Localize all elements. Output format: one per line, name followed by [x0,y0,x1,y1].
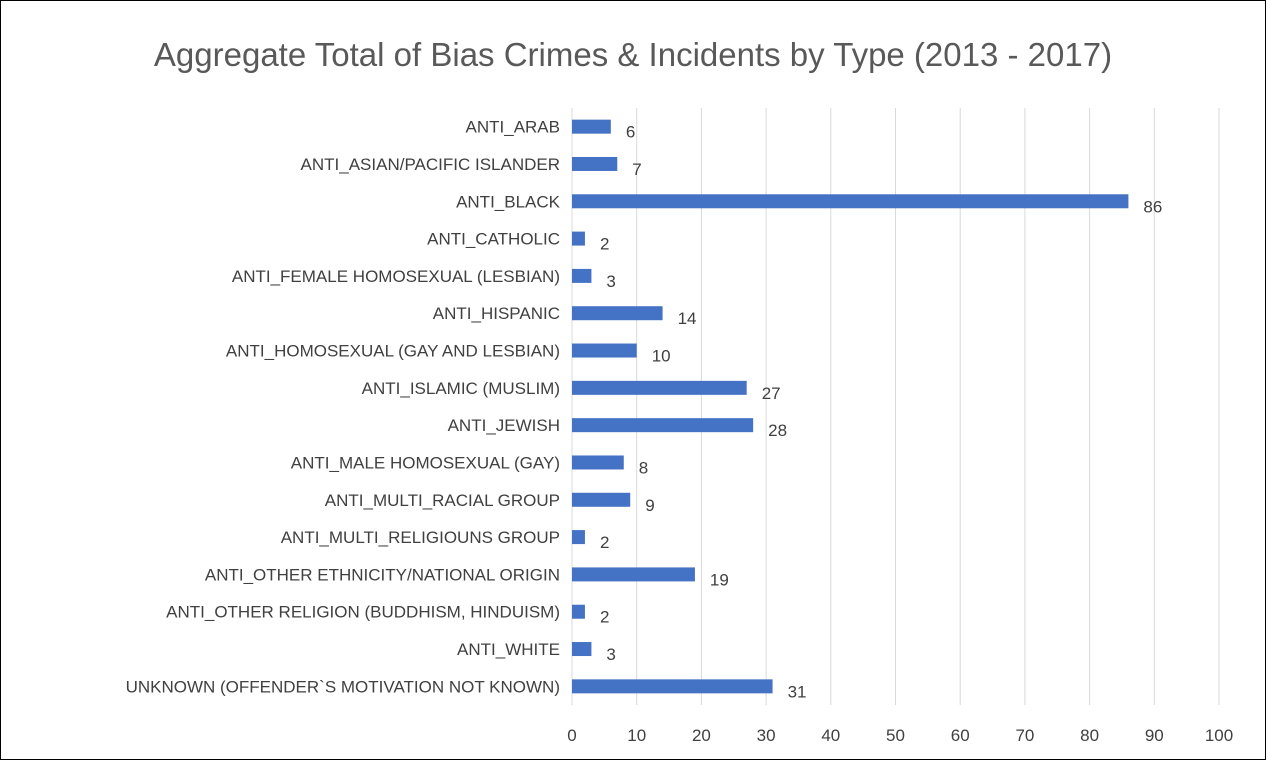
data-label: 7 [632,160,641,179]
bar [572,156,618,171]
data-label: 3 [606,272,615,291]
data-label: 10 [652,347,671,366]
category-label: ANTI_ISLAMIC (MUSLIM) [362,379,560,398]
data-labels: 6 7 86 2 3 14 10 27 28 8 9 2 19 2 3 31 [600,123,1162,702]
data-label: 2 [600,235,609,254]
bar [572,679,773,694]
bar [572,492,631,507]
data-label: 9 [645,496,654,515]
bar [572,119,611,134]
x-tick-label: 50 [886,726,905,745]
category-label: ANTI_ASIAN/PACIFIC ISLANDER [301,155,560,174]
category-label: ANTI_WHITE [457,640,560,659]
chart-title: Aggregate Total of Bias Crimes & Inciden… [153,36,1113,73]
x-tick-label: 30 [757,726,776,745]
bar [572,306,663,321]
category-label: ANTI_MULTI_RACIAL GROUP [325,491,560,510]
x-tick-label: 70 [1015,726,1034,745]
bar [572,530,585,545]
x-tick-label: 60 [951,726,970,745]
x-tick-label: 40 [821,726,840,745]
category-label: ANTI_ARAB [466,118,560,137]
x-tick-label: 100 [1205,726,1233,745]
data-label: 3 [606,645,615,664]
category-label: ANTI_MALE HOMOSEXUAL (GAY) [291,453,560,472]
x-tick-label: 20 [692,726,711,745]
category-label: ANTI_HOMOSEXUAL (GAY AND LESBIAN) [226,342,560,361]
x-axis-ticks: 0 10 20 30 40 50 60 70 80 90 100 [567,726,1233,745]
bar [572,194,1129,209]
category-label: ANTI_MULTI_RELIGIOUNS GROUP [281,528,560,547]
category-label: ANTI_HISPANIC [433,304,560,323]
bar [572,343,637,358]
bars [572,119,1129,694]
x-tick-label: 90 [1145,726,1164,745]
category-label: ANTI_FEMALE HOMOSEXUAL (LESBIAN) [232,267,560,286]
data-label: 28 [768,421,787,440]
data-label: 19 [710,570,729,589]
data-label: 31 [788,682,807,701]
category-label: ANTI_JEWISH [448,416,560,435]
bar [572,268,592,283]
category-label: ANTI_OTHER ETHNICITY/NATIONAL ORIGIN [205,565,560,584]
category-labels: ANTI_ARAB ANTI_ASIAN/PACIFIC ISLANDER ANTI… [126,118,561,697]
data-label: 14 [678,309,697,328]
data-label: 2 [600,533,609,552]
bar [572,604,585,619]
category-label: ANTI_CATHOLIC [427,230,560,249]
bar [572,418,754,433]
data-label: 8 [639,458,648,477]
bar [572,380,747,395]
bar [572,567,695,582]
x-tick-label: 0 [567,726,576,745]
data-label: 86 [1143,197,1162,216]
x-tick-label: 10 [627,726,646,745]
data-label: 6 [626,123,635,142]
data-label: 2 [600,608,609,627]
data-label: 27 [762,384,781,403]
x-tick-label: 80 [1080,726,1099,745]
category-label: UNKNOWN (OFFENDER`S MOTIVATION NOT KNOWN… [126,677,560,696]
category-label: ANTI_BLACK [456,192,561,211]
category-label: ANTI_OTHER RELIGION (BUDDHISM, HINDUISM) [166,603,560,622]
bar [572,455,624,470]
bar [572,642,592,657]
bar [572,231,585,246]
